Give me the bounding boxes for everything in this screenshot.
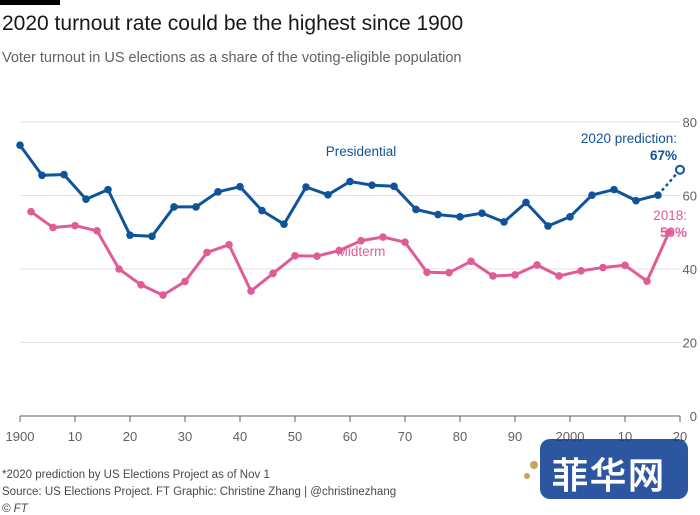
midterm-point — [401, 238, 409, 246]
prediction-annotation: 2020 prediction: — [581, 131, 677, 146]
presidential-point — [280, 220, 288, 228]
midterm-2018-annotation-value: 50% — [660, 225, 687, 240]
midterm-2018-annotation: 2018: — [653, 208, 687, 223]
presidential-point — [126, 231, 134, 239]
presidential-point — [302, 183, 310, 191]
midterm-point — [423, 268, 431, 277]
presidential-point — [434, 210, 442, 219]
x-tick-label: 1900 — [6, 429, 35, 444]
midterm-point — [643, 277, 651, 285]
midterm-point — [555, 272, 563, 280]
x-tick-label: 80 — [453, 429, 467, 444]
x-tick-label: 90 — [508, 429, 522, 444]
x-tick-label: 10 — [68, 429, 82, 444]
x-tick-label: 40 — [233, 429, 247, 444]
midterm-point — [511, 271, 519, 279]
source-note: Source: US Elections Project. FT Graphic… — [2, 486, 397, 498]
presidential-point — [544, 222, 552, 230]
midterm-point — [445, 268, 453, 277]
midterm-point — [225, 240, 233, 249]
y-tick-label: 80 — [683, 115, 697, 130]
midterm-point — [49, 223, 57, 232]
presidential-point — [632, 196, 640, 205]
copyright: © FT — [2, 503, 28, 515]
presidential-point — [258, 206, 266, 215]
chart-title: 2020 turnout rate could be the highest s… — [2, 12, 464, 35]
presidential-point — [324, 190, 332, 199]
x-tick-label: 60 — [343, 429, 357, 444]
watermark-logo: 菲华网 — [522, 437, 692, 503]
midterm-point — [93, 226, 101, 235]
presidential-point — [456, 213, 464, 221]
presidential-point — [610, 185, 618, 194]
presidential-point — [588, 191, 596, 199]
y-tick-label: 40 — [683, 262, 697, 277]
midterm-point — [115, 265, 123, 273]
midterm-point — [181, 277, 189, 286]
x-tick-label: 30 — [178, 429, 192, 444]
midterm-point — [159, 291, 167, 299]
midterm-point — [247, 287, 255, 295]
presidential-point — [500, 218, 508, 226]
presidential-line — [18, 144, 659, 238]
presidential-point — [16, 141, 24, 149]
midterm-point — [27, 207, 35, 216]
chart-subtitle: Voter turnout in US elections as a share… — [2, 50, 462, 66]
presidential-point — [60, 170, 68, 179]
presidential-point — [170, 203, 178, 211]
presidential-point — [148, 232, 156, 241]
midterm-point — [533, 261, 541, 269]
midterm-point — [313, 252, 321, 260]
midterm-point — [621, 261, 629, 270]
brand-top-bar — [0, 0, 60, 5]
presidential-point — [104, 185, 112, 194]
midterm-point — [203, 248, 211, 257]
presidential-series-label: Presidential — [326, 144, 397, 159]
presidential-point — [38, 171, 46, 180]
midterm-point — [467, 257, 475, 266]
presidential-point — [412, 205, 420, 214]
presidential-point — [82, 195, 90, 203]
midterm-point — [335, 246, 343, 255]
x-tick-label: 20 — [123, 429, 137, 444]
midterm-point — [665, 228, 673, 237]
presidential-point — [192, 203, 200, 211]
midterm-point — [379, 233, 387, 241]
x-tick-label: 50 — [288, 429, 302, 444]
presidential-point — [522, 198, 530, 207]
x-tick-label: 70 — [398, 429, 412, 444]
y-tick-label: 20 — [683, 336, 697, 351]
midterm-point — [577, 267, 585, 275]
prediction-point — [675, 164, 685, 175]
presidential-point — [214, 188, 222, 196]
midterm-point — [291, 251, 299, 260]
midterm-point — [357, 236, 365, 245]
midterm-point — [599, 263, 607, 272]
presidential-point — [368, 181, 376, 190]
midterm-series-label: Midterm — [337, 244, 386, 259]
prediction-annotation-value: 67% — [650, 148, 677, 163]
y-tick-label: 60 — [683, 189, 697, 204]
presidential-point — [390, 182, 398, 191]
midterm-point — [489, 272, 497, 280]
watermark-dot — [530, 461, 538, 469]
watermark-dot — [524, 473, 530, 479]
midterm-point — [71, 221, 79, 230]
prediction-dotted-line — [657, 168, 681, 196]
presidential-point — [478, 209, 486, 217]
prediction-footnote: *2020 prediction by US Elections Project… — [2, 469, 270, 481]
presidential-point — [346, 177, 354, 186]
presidential-point — [236, 182, 244, 191]
y-tick-label: 0 — [690, 409, 697, 424]
watermark-background — [540, 439, 688, 499]
midterm-point — [269, 269, 277, 278]
presidential-point — [566, 213, 574, 221]
watermark-text: 菲华网 — [552, 456, 667, 497]
midterm-point — [137, 281, 145, 289]
